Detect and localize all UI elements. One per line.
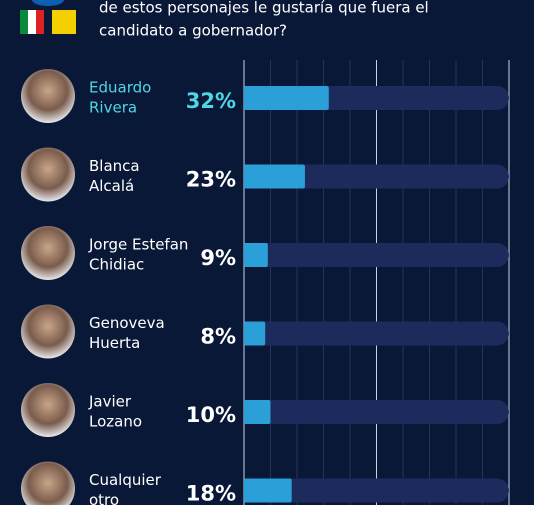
bar — [244, 86, 329, 110]
photo — [21, 383, 75, 437]
bar — [244, 400, 271, 424]
candidate-name: Cualquier — [89, 471, 162, 489]
party-logos — [20, 0, 76, 34]
photo — [21, 69, 75, 123]
value-label: 18% — [186, 482, 236, 505]
logo-pri-red — [36, 10, 44, 34]
bar — [244, 243, 268, 267]
bar-track — [244, 164, 509, 189]
bar — [244, 164, 305, 189]
candidate-name: Rivera — [89, 99, 137, 117]
candidate-name: otro — [89, 491, 119, 505]
value-label: 8% — [200, 325, 236, 349]
candidate-name: Eduardo — [89, 79, 151, 97]
candidate-name: Genoveva — [89, 314, 165, 332]
candidate-name: Jorge Estefan — [88, 236, 188, 254]
photo — [21, 461, 75, 505]
photo — [21, 226, 75, 280]
bar-track — [244, 243, 509, 267]
subtitle: de estos personajes le gustaría que fuer… — [99, 0, 429, 17]
bar-track — [244, 478, 509, 503]
logo-pri-green — [20, 10, 28, 34]
candidate-name: Lozano — [89, 413, 142, 431]
bar — [244, 321, 266, 346]
candidate-name: Alcalá — [89, 177, 134, 195]
logo-prd — [52, 10, 76, 34]
photo — [21, 304, 75, 359]
candidate-name: Javier — [88, 393, 132, 411]
value-label: 23% — [186, 168, 236, 192]
value-label: 32% — [186, 89, 236, 113]
bar — [244, 478, 292, 503]
subtitle: candidato a gobernador? — [99, 22, 287, 40]
logo-pan — [32, 0, 64, 6]
candidate-name: Huerta — [89, 334, 140, 352]
value-label: 9% — [200, 246, 236, 270]
candidate-name: Chidiac — [89, 256, 144, 274]
photo — [21, 147, 75, 202]
candidate-name: Blanca — [89, 157, 140, 175]
value-label: 10% — [186, 403, 236, 427]
bar-track — [244, 400, 509, 424]
bar-track — [244, 321, 509, 346]
